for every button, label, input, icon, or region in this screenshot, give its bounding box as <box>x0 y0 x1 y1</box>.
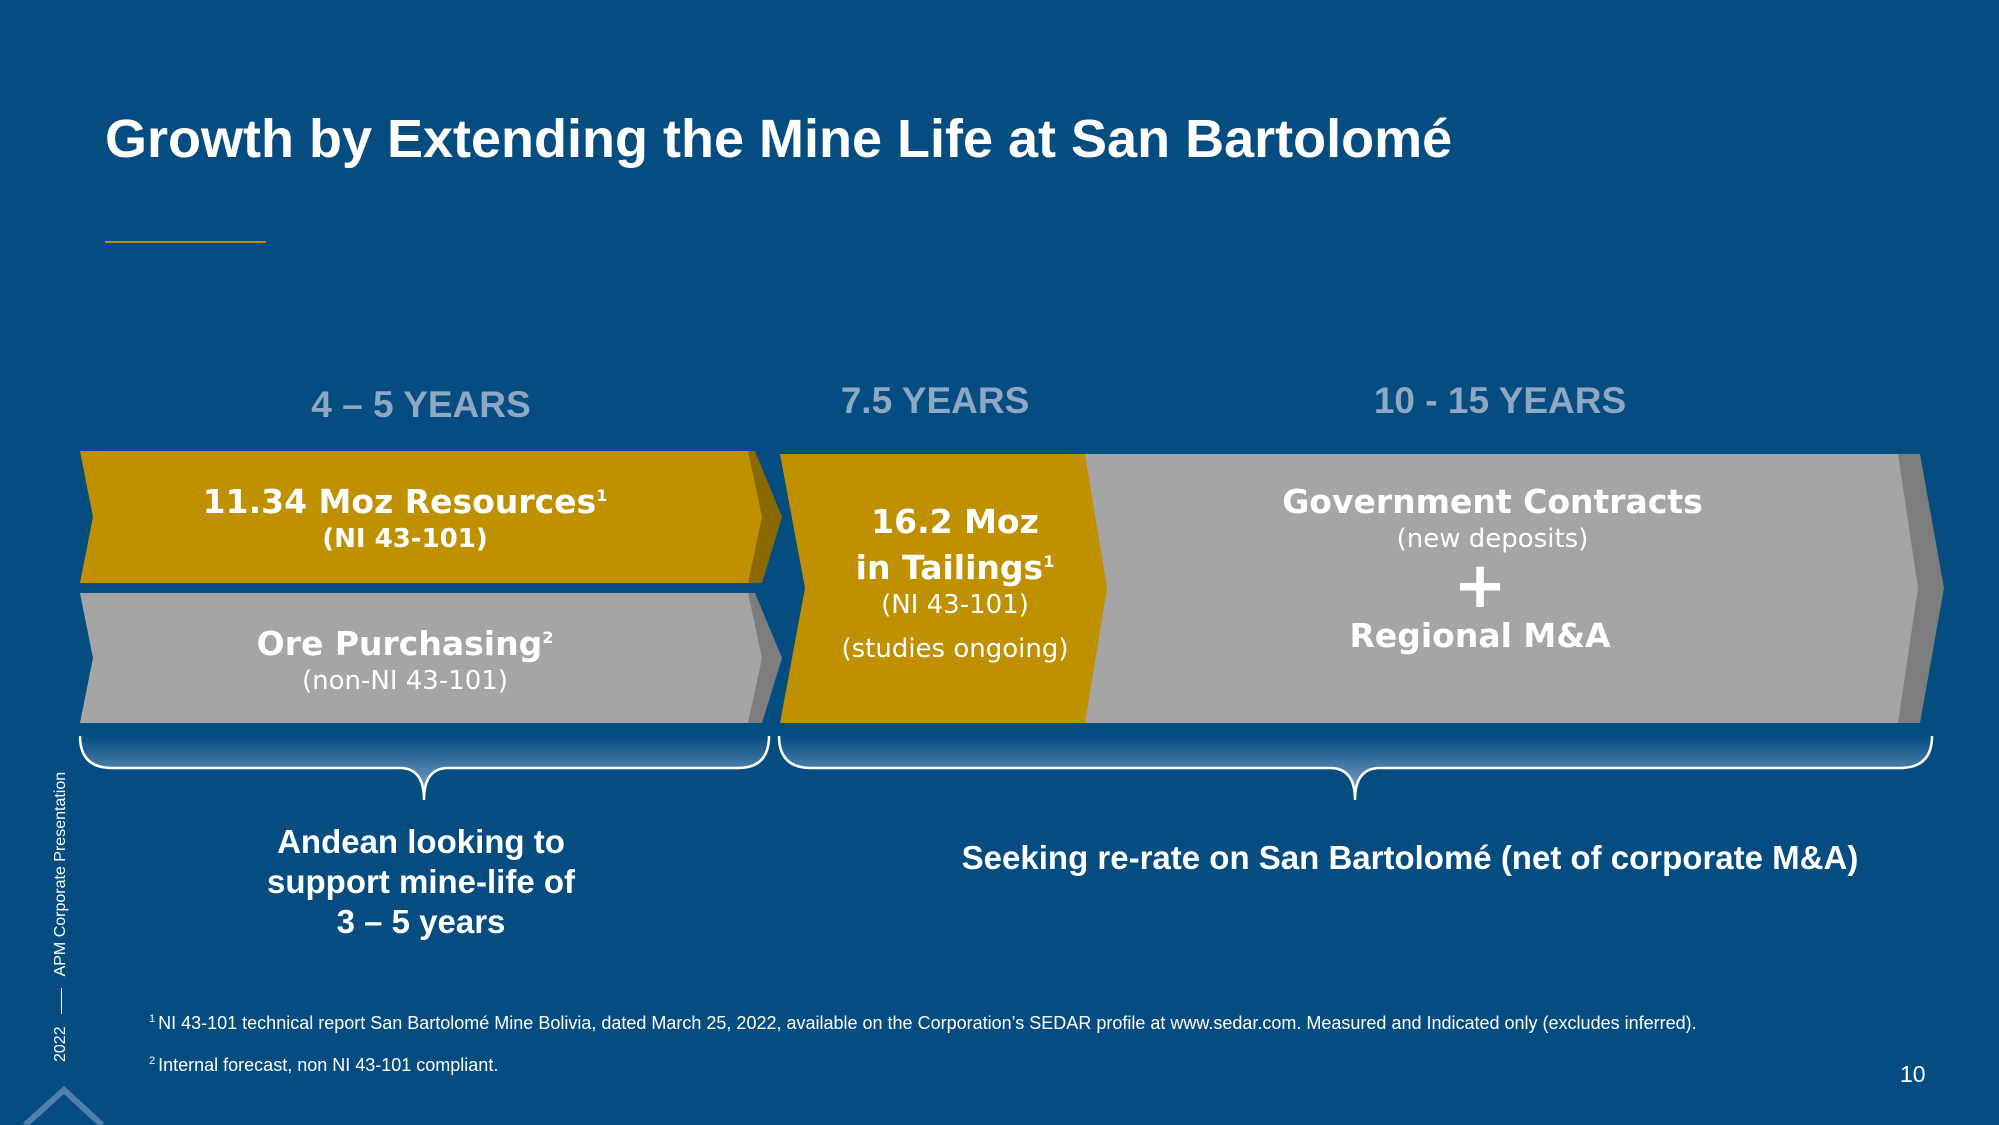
tailings-note: (studies ongoing) <box>841 634 1069 664</box>
footnote-ref: 1 <box>1043 552 1055 571</box>
side-label: 2022 APM Corporate Presentation <box>52 772 70 1062</box>
page-number: 10 <box>1900 1061 1926 1087</box>
government-box: Government Contracts (new deposits) + Re… <box>1200 482 1785 656</box>
period-label-3: 10 - 15 YEARS <box>1373 380 1627 421</box>
tailings-title-line1: 16.2 Moz <box>871 502 1039 541</box>
tailings-subtitle: (NI 43-101) <box>881 590 1029 620</box>
period-label-1: 4 – 5 YEARS <box>311 384 531 425</box>
right-brace <box>779 736 1932 800</box>
left-note: Andean looking to support mine-life of 3… <box>221 822 621 942</box>
resources-title: 11.34 Moz Resources <box>202 482 597 521</box>
plus-icon: + <box>1453 549 1507 623</box>
government-subtitle: (new deposits) <box>1396 524 1589 554</box>
regional-ma-title: Regional M&A <box>1349 616 1611 655</box>
footnote-text: NI 43-101 technical report San Bartolomé… <box>158 1013 1697 1033</box>
slide-title: Growth by Extending the Mine Life at San… <box>105 109 1453 169</box>
ore-subtitle: (non-NI 43-101) <box>301 666 508 696</box>
footnote-mark: 2 <box>149 1055 156 1067</box>
footnote-mark: 1 <box>149 1013 156 1025</box>
resources-box: 11.34 Moz Resources1 (NI 43-101) <box>80 476 730 556</box>
ore-title: Ore Purchasing <box>256 624 543 663</box>
ore-box: Ore Purchasing2 (non-NI 43-101) <box>80 618 730 698</box>
government-title: Government Contracts <box>1282 482 1703 521</box>
side-presentation-label: APM Corporate Presentation <box>52 771 69 977</box>
right-note: Seeking re-rate on San Bartolomé (net of… <box>961 839 1859 876</box>
footnote-ref: 2 <box>542 628 554 647</box>
tailings-box: 16.2 Moz in Tailings1 (NI 43-101) (studi… <box>800 502 1110 666</box>
resources-subtitle: (NI 43-101) <box>322 524 488 554</box>
footnote-1: 1 NI 43-101 technical report San Bartolom… <box>149 1013 1697 1034</box>
side-divider <box>60 988 62 1015</box>
tailings-title-line2: in Tailings <box>855 548 1044 587</box>
note-line: support mine-life of <box>267 863 575 900</box>
title-underline <box>105 241 266 243</box>
footnote-text: Internal forecast, non NI 43-101 complia… <box>158 1055 499 1075</box>
period-label-2: 7.5 YEARS <box>840 380 1030 421</box>
tailings-arrow <box>780 454 1107 723</box>
note-line: Andean looking to <box>277 823 565 860</box>
left-brace <box>80 736 769 800</box>
note-line: 3 – 5 years <box>336 903 506 940</box>
footnote-ref: 1 <box>596 486 608 505</box>
logo-chevron-icon <box>22 1085 105 1125</box>
footnote-2: 2 Internal forecast, non NI 43-101 compli… <box>149 1055 498 1076</box>
side-year: 2022 <box>52 1026 69 1062</box>
